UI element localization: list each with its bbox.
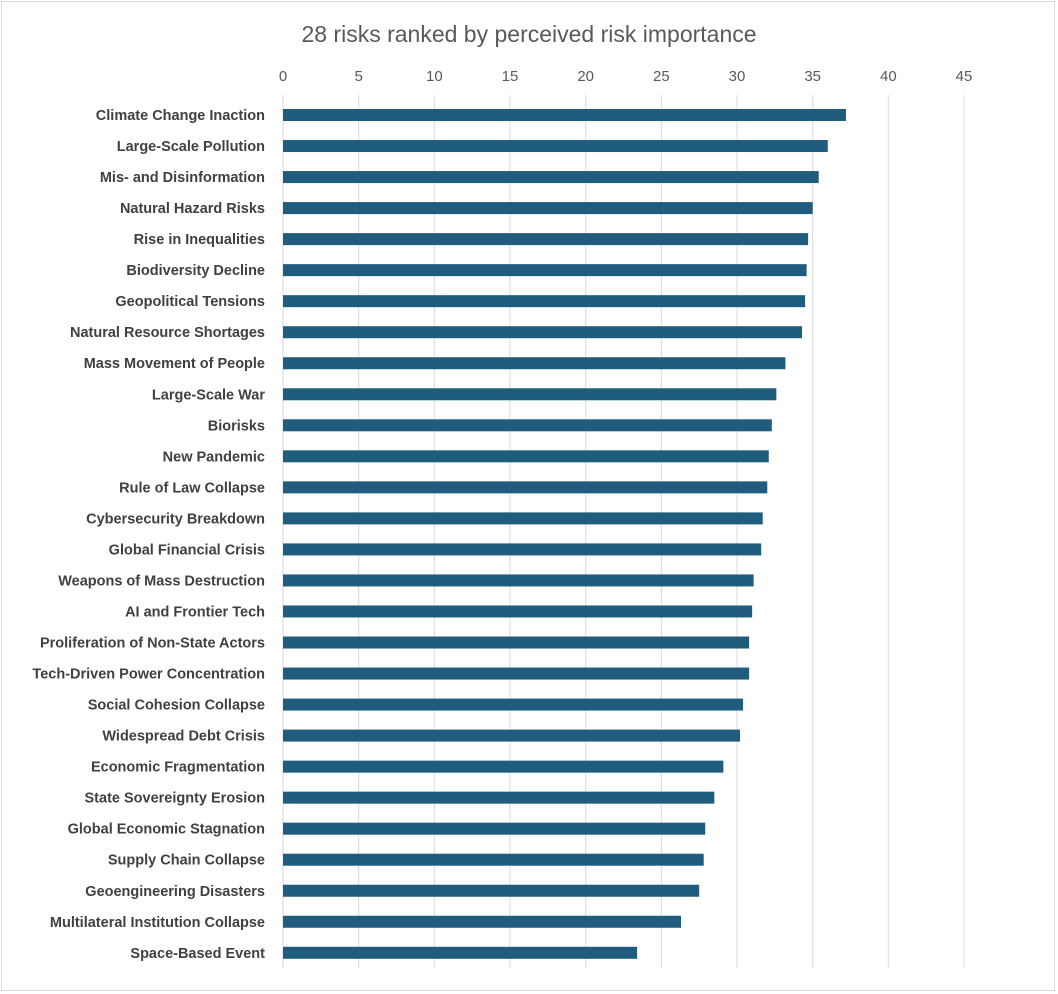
- x-tick-label: 10: [426, 68, 443, 85]
- category-label: Space-Based Event: [130, 946, 265, 962]
- category-label: Rule of Law Collapse: [119, 480, 265, 496]
- bar: [283, 357, 786, 370]
- category-label: Climate Change Inaction: [96, 108, 265, 124]
- bar: [283, 822, 706, 835]
- x-tick-label: 20: [577, 68, 594, 85]
- x-tick-label: 15: [502, 68, 519, 85]
- chart-title: 28 risks ranked by perceived risk import…: [301, 21, 756, 47]
- bar: [283, 202, 813, 215]
- category-label: Biodiversity Decline: [126, 263, 265, 279]
- bar: [283, 481, 768, 494]
- x-tick-label: 45: [956, 68, 973, 85]
- bar: [283, 264, 807, 277]
- category-label: New Pandemic: [163, 449, 265, 465]
- category-label: Weapons of Mass Destruction: [58, 573, 265, 589]
- category-label: Natural Resource Shortages: [70, 325, 265, 341]
- category-label: Tech-Driven Power Concentration: [32, 667, 265, 683]
- bar: [283, 512, 763, 525]
- category-label: Supply Chain Collapse: [108, 853, 265, 869]
- bar: [283, 109, 846, 121]
- bar: [283, 636, 750, 649]
- category-label: Multilateral Institution Collapse: [50, 915, 265, 931]
- bar: [283, 605, 753, 618]
- x-axis-tick-labels: 0 5 10 15 20 25 30 35 40 45: [279, 68, 973, 85]
- bar: [283, 760, 724, 773]
- category-label: Mis- and Disinformation: [100, 170, 265, 186]
- gridlines: [282, 95, 965, 968]
- x-tick-label: 40: [880, 68, 897, 85]
- category-label: Biorisks: [208, 418, 265, 434]
- category-label: Economic Fragmentation: [91, 760, 265, 776]
- bar: [283, 884, 700, 897]
- x-tick-label: 5: [354, 68, 362, 85]
- bar: [283, 171, 819, 184]
- bar: [283, 574, 754, 587]
- category-label: Large-Scale Pollution: [117, 139, 265, 155]
- category-label: AI and Frontier Tech: [125, 604, 265, 620]
- bar: [283, 853, 704, 866]
- x-tick-label: 30: [729, 68, 746, 85]
- category-label: Global Economic Stagnation: [68, 822, 265, 838]
- bar: [283, 698, 744, 711]
- bars: [283, 109, 846, 959]
- category-label: Rise in Inequalities: [134, 232, 265, 248]
- bar: [283, 326, 803, 339]
- x-tick-label: 0: [279, 68, 287, 85]
- category-label: Geopolitical Tensions: [115, 294, 265, 310]
- category-labels: Climate Change Inaction Large-Scale Pollu…: [32, 108, 265, 962]
- bar: [283, 729, 741, 742]
- category-label: Mass Movement of People: [84, 356, 265, 372]
- bar: [283, 915, 682, 928]
- bar: [283, 233, 809, 246]
- category-label: Global Financial Crisis: [109, 542, 265, 558]
- bar: [283, 295, 806, 308]
- category-label: Social Cohesion Collapse: [88, 698, 265, 714]
- bar: [283, 543, 762, 556]
- x-tick-label: 35: [804, 68, 821, 85]
- category-label: Geoengineering Disasters: [85, 884, 265, 900]
- category-label: Proliferation of Non-State Actors: [40, 636, 265, 652]
- bar: [283, 419, 772, 432]
- category-label: Widespread Debt Crisis: [102, 729, 265, 745]
- bar: [283, 388, 777, 401]
- category-label: Cybersecurity Breakdown: [86, 511, 265, 527]
- x-tick-label: 25: [653, 68, 670, 85]
- bar: [283, 450, 769, 463]
- category-label: Large-Scale War: [152, 387, 265, 403]
- category-label: Natural Hazard Risks: [120, 201, 265, 217]
- bar: [283, 946, 638, 959]
- category-label: State Sovereignty Erosion: [85, 791, 266, 807]
- bar: [283, 140, 828, 153]
- bar: [283, 667, 750, 680]
- bar: [283, 791, 715, 804]
